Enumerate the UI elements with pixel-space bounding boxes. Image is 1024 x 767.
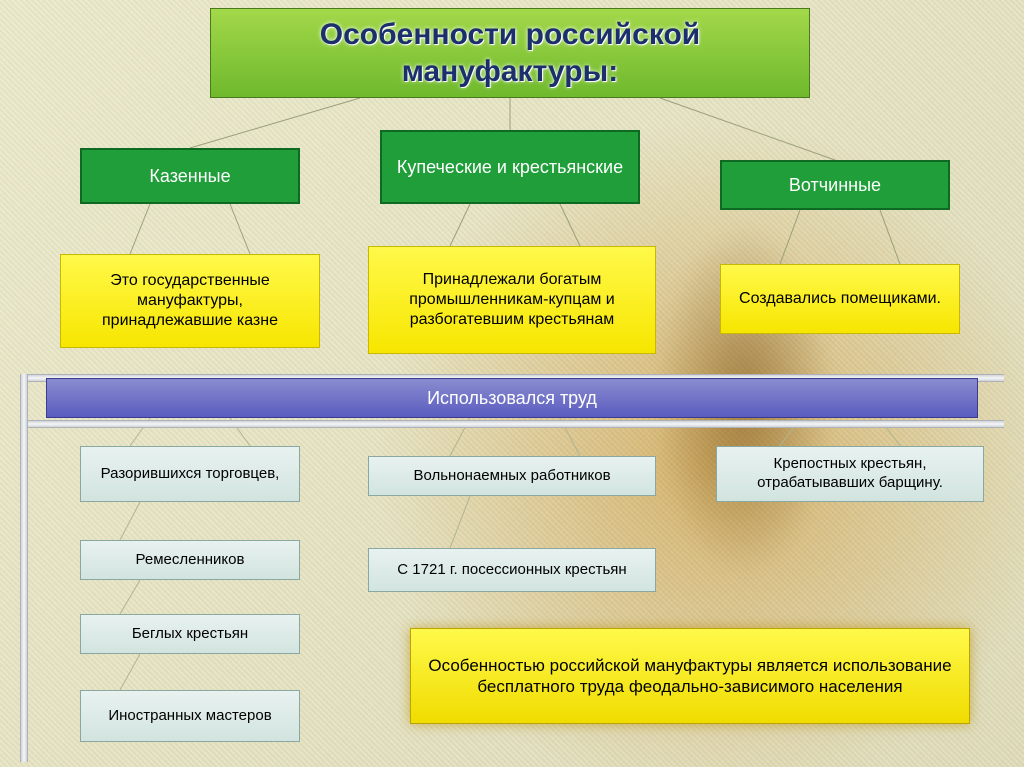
desc-kupecheskie: Принадлежали богатым промышленникам-купц… <box>368 246 656 354</box>
labor-left-0: Разорившихся торговцев, <box>80 446 300 502</box>
labor-bar: Использовался труд <box>46 378 978 418</box>
category-kazennye: Казенные <box>80 148 300 204</box>
labor-left-3: Иностранных мастеров <box>80 690 300 742</box>
labor-mid-0: Вольнонаемных работников <box>368 456 656 496</box>
category-kupecheskie: Купеческие и крестьянские <box>380 130 640 204</box>
rail-bottom <box>20 420 1004 428</box>
category-votchinnye: Вотчинные <box>720 160 950 210</box>
labor-left-2: Беглых крестьян <box>80 614 300 654</box>
rail-left <box>20 374 28 762</box>
title-box: Особенности российской мануфактуры: <box>210 8 810 98</box>
desc-kazennye: Это государственные мануфактуры, принадл… <box>60 254 320 348</box>
labor-mid-1: С 1721 г. посессионных крестьян <box>368 548 656 592</box>
desc-votchinnye: Создавались помещиками. <box>720 264 960 334</box>
labor-right-0: Крепостных крестьян, отрабатывавших барщ… <box>716 446 984 502</box>
summary-box: Особенностью российской мануфактуры явля… <box>410 628 970 724</box>
diagram-stage: Особенности российской мануфактуры: Казе… <box>0 0 1024 767</box>
labor-left-1: Ремесленников <box>80 540 300 580</box>
